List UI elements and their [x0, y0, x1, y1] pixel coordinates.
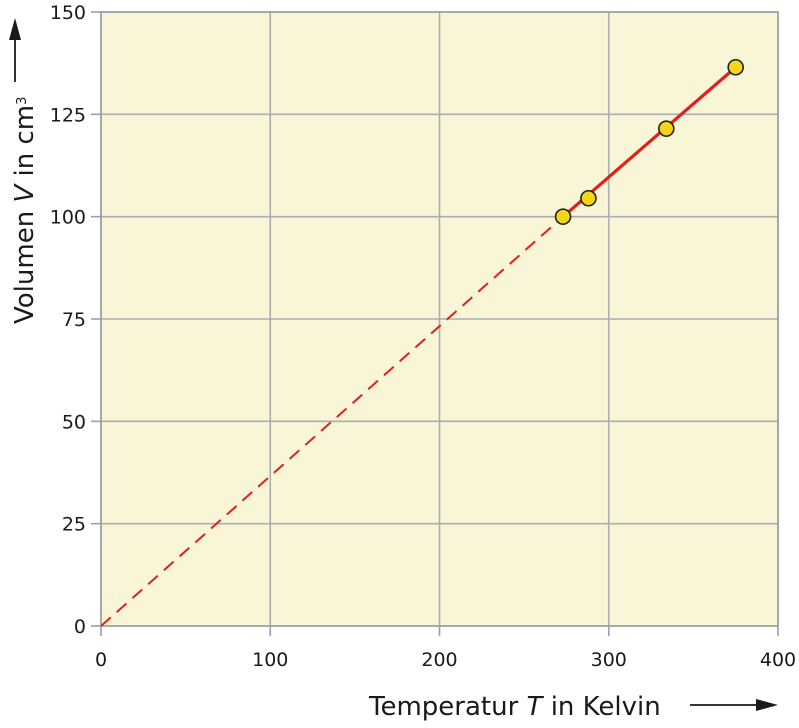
x-tick-label: 200	[421, 649, 457, 671]
y-tick-label: 25	[62, 514, 86, 536]
data-point	[580, 189, 597, 207]
y-tick-label: 100	[50, 207, 86, 229]
grid	[100, 11, 779, 627]
y-axis-arrow-head	[9, 18, 21, 40]
x-axis-title: Temperatur T in Kelvin	[368, 692, 661, 722]
data-point	[657, 120, 675, 137]
y-axis-arrow-icon	[9, 18, 21, 82]
y-tick-label: 125	[50, 104, 86, 126]
x-tick-label: 300	[591, 649, 627, 671]
data-point	[554, 208, 572, 225]
y-tick-label: 50	[62, 411, 86, 433]
x-axis-arrow-head	[756, 699, 778, 711]
y-tick-label: 75	[62, 309, 86, 331]
fit-line-extrapolation	[100, 215, 564, 627]
data-point	[727, 58, 744, 76]
x-axis-arrow-icon	[690, 699, 778, 711]
tick-labels: 0 100 200 300 400 0 25 50 75 100 125 150	[50, 2, 796, 671]
x-tick-label: 0	[95, 649, 107, 671]
x-axis-title-symbol: T	[527, 692, 545, 722]
plot-border	[100, 11, 779, 627]
y-tick-label: 150	[50, 2, 86, 24]
y-axis-title-group: Volumen V in cm3	[10, 97, 40, 324]
y-axis-title-suffix: in cm	[10, 105, 40, 185]
y-axis-title-symbol: V	[10, 183, 40, 203]
x-axis-title-suffix: in Kelvin	[542, 692, 660, 722]
y-tick-label: 0	[74, 616, 86, 638]
y-axis-title-prefix: Volumen	[10, 203, 40, 324]
x-axis-title-prefix: Temperatur	[368, 692, 527, 722]
data-points	[554, 58, 744, 225]
x-tick-label: 100	[252, 649, 288, 671]
y-axis-title-superscript: 3	[15, 97, 30, 105]
x-tick-label: 400	[760, 649, 796, 671]
y-axis-title: Volumen V in cm3	[10, 97, 40, 324]
axes	[91, 11, 779, 636]
